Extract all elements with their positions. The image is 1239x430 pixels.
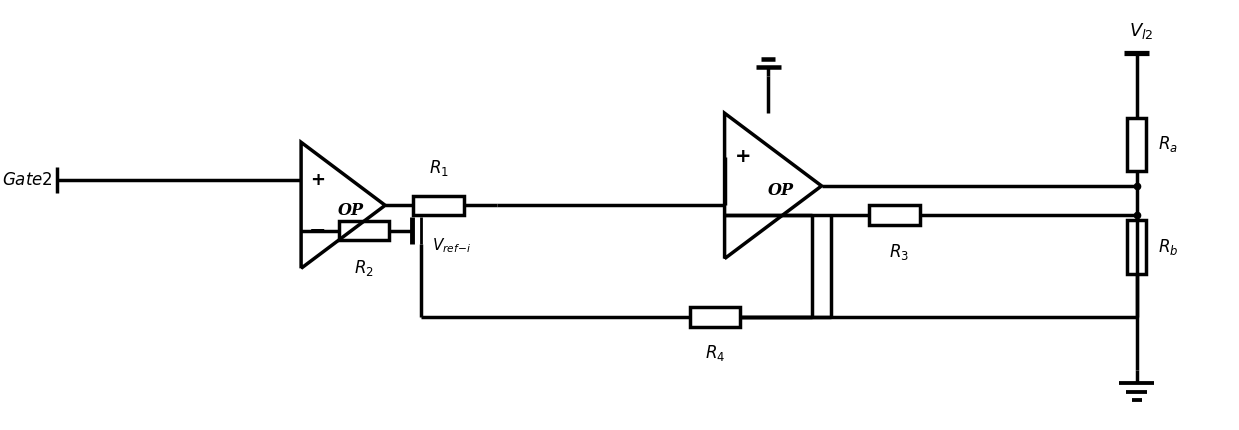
Text: $R_b$: $R_b$ (1158, 237, 1178, 257)
Text: −: − (309, 221, 326, 240)
Text: $Gate2$: $Gate2$ (1, 172, 52, 189)
Text: +: + (735, 147, 751, 166)
Bar (690, 307, 740, 326)
Text: $R_a$: $R_a$ (1158, 134, 1178, 154)
Text: $R_1$: $R_1$ (429, 158, 449, 178)
Text: OP: OP (768, 182, 794, 199)
Bar (1127, 117, 1146, 171)
Text: $R_4$: $R_4$ (705, 343, 725, 363)
Text: +: + (310, 171, 325, 189)
Bar (869, 205, 919, 225)
Bar (1127, 220, 1146, 273)
Text: OP: OP (338, 202, 364, 218)
Text: $R_3$: $R_3$ (890, 242, 909, 262)
Text: −: − (733, 205, 752, 225)
Text: $V_{ref\!-\!i}$: $V_{ref\!-\!i}$ (432, 237, 472, 255)
Bar (414, 196, 463, 215)
Text: $R_2$: $R_2$ (354, 258, 374, 278)
Text: $V_{l2}$: $V_{l2}$ (1129, 22, 1154, 41)
Bar (339, 221, 389, 240)
